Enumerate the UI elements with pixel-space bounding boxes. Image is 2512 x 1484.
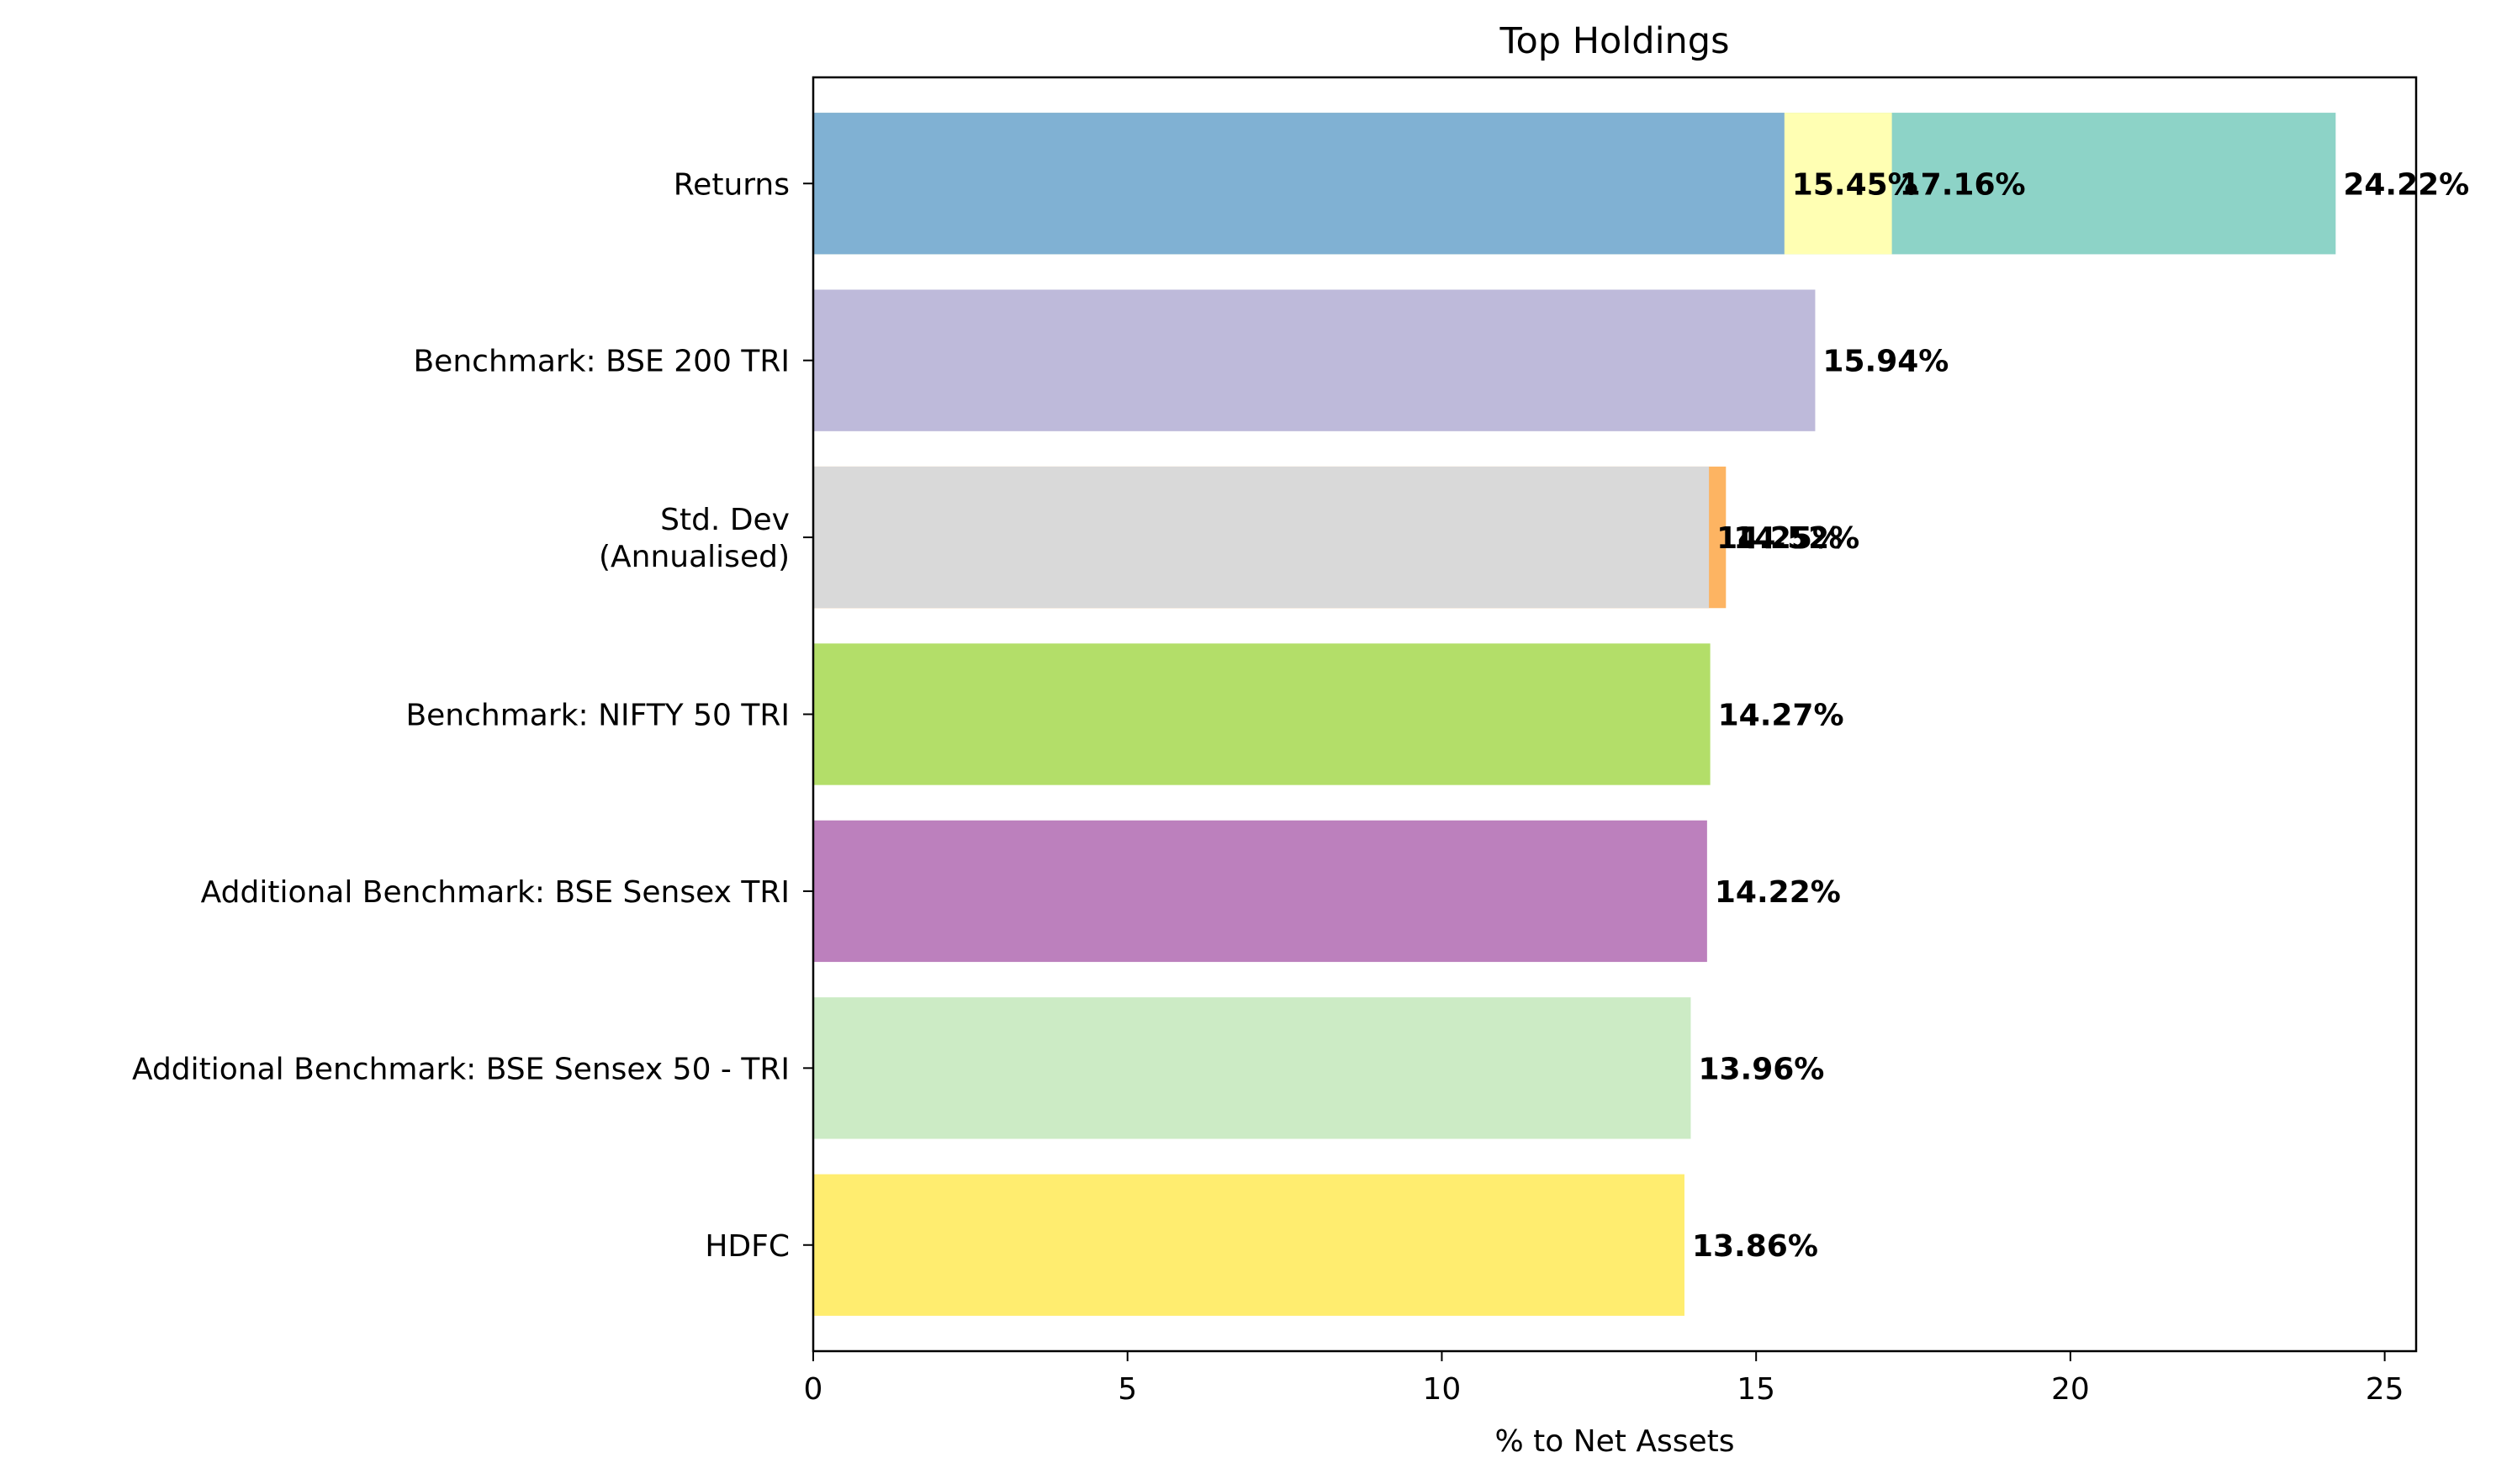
x-tick-label-0: 0	[804, 1372, 823, 1407]
bar-additional-benchmark-bse-sensex-tri-7	[813, 820, 1707, 963]
y-tick-label-additional-benchmark-bse-sensex-tri: Additional Benchmark: BSE Sensex TRI	[201, 875, 790, 910]
data-label-returns-0: 24.22%	[2343, 167, 2469, 202]
y-tick-label-benchmark-bse-200-tri: Benchmark: BSE 200 TRI	[413, 345, 790, 379]
x-axis-ticks: 0 5 10 15 20 25	[804, 1351, 2404, 1407]
y-tick-label-hdfc: HDFC	[705, 1229, 790, 1264]
y-tick-label-returns: Returns	[674, 167, 790, 202]
y-axis-ticks: Returns Benchmark: BSE 200 TRI Std. Dev (An…	[132, 167, 813, 1264]
data-label-benchmark-bse-200-tri-3: 15.94%	[1822, 345, 1949, 379]
x-tick-label-5: 5	[1118, 1372, 1137, 1407]
x-tick-label-20: 20	[2051, 1372, 2090, 1407]
x-tick-label-15: 15	[1737, 1372, 1775, 1407]
data-label-returns-1: 17.16%	[1900, 167, 2026, 202]
chart-title: Top Holdings	[1499, 20, 1729, 62]
data-label-additional-benchmark-bse-sensex-50-tri-8: 13.96%	[1698, 1052, 1824, 1086]
data-labels-layer: 24.22% 17.16%15.45% 15.94% 14.52%14.25% 14.2…	[1692, 167, 2469, 1264]
bar-std-dev-annualised-5	[813, 466, 1710, 609]
x-axis-label: % to Net Assets	[1494, 1424, 1734, 1459]
data-label-additional-benchmark-bse-sensex-tri-7: 14.22%	[1715, 875, 1841, 910]
bar-additional-benchmark-bse-sensex-50-tri-8	[813, 997, 1691, 1139]
bar-hdfc-9	[813, 1174, 1684, 1316]
data-label-hdfc-9: 13.86%	[1692, 1229, 1818, 1264]
data-label-std-dev-annualised-4: 14.52%	[1733, 521, 1859, 556]
bar-benchmark-nifty-50-tri-6	[813, 643, 1711, 785]
data-label-std-dev-annualised-5: 14.25%	[1716, 521, 1843, 556]
bar-benchmark-bse-200-tri-3	[813, 289, 1816, 431]
data-label-returns-2: 15.45%	[1792, 167, 1918, 202]
x-tick-label-10: 10	[1423, 1372, 1462, 1407]
y-tick-label-std-dev-annualised: Std. Dev (Annualised)	[599, 503, 790, 574]
bar-returns-2	[813, 113, 1785, 255]
y-tick-label-benchmark-nifty-50-tri: Benchmark: NIFTY 50 TRI	[405, 699, 790, 733]
bars-layer	[813, 113, 2336, 1316]
y-tick-label-additional-benchmark-bse-sensex-50-tri: Additional Benchmark: BSE Sensex 50 - TR…	[132, 1052, 790, 1086]
x-tick-label-25: 25	[2366, 1372, 2404, 1407]
data-label-benchmark-nifty-50-tri-6: 14.27%	[1718, 699, 1844, 733]
